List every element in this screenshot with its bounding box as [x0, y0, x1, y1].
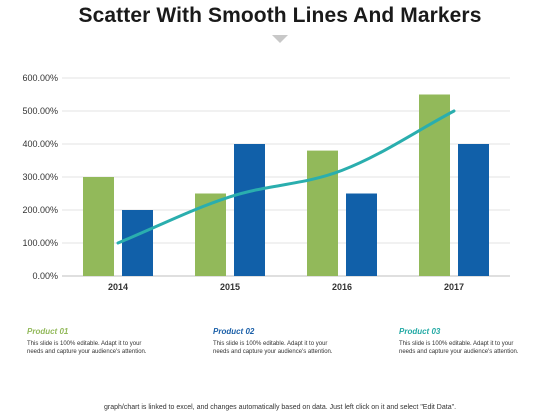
- product-card-3: Product 03 This slide is 100% editable. …: [399, 327, 549, 356]
- bar-series-1-2017[interactable]: [419, 94, 450, 277]
- bar-series-1-2015[interactable]: [195, 193, 226, 277]
- product-description-line: This slide is 100% editable. Adapt it to…: [399, 341, 514, 347]
- y-tick-label: 300.00%: [22, 172, 58, 182]
- product-card-1: Product 01 This slide is 100% editable. …: [27, 327, 177, 356]
- bar-series-2-2015[interactable]: [234, 144, 265, 276]
- product-title: Product 01: [27, 327, 69, 336]
- product-card-2: Product 02 This slide is 100% editable. …: [213, 327, 363, 356]
- y-tick-label: 100.00%: [22, 238, 58, 248]
- bar-series-2-2016[interactable]: [346, 193, 377, 277]
- y-tick-label: 200.00%: [22, 205, 58, 215]
- bar-series-1-2016[interactable]: [307, 150, 338, 276]
- y-tick-label: 400.00%: [22, 139, 58, 149]
- x-tick-label: 2015: [220, 282, 240, 292]
- chart-lines: [116, 109, 456, 245]
- bar-series-2-2017[interactable]: [458, 144, 489, 276]
- product-description-line: needs and capture your audience's attent…: [27, 349, 147, 355]
- x-tick-label: 2017: [444, 282, 464, 292]
- product-description-line: needs and capture your audience's attent…: [399, 349, 519, 355]
- y-tick-label: 500.00%: [22, 106, 58, 116]
- product-description-line: This slide is 100% editable. Adapt it to…: [213, 341, 328, 347]
- product-description-line: needs and capture your audience's attent…: [213, 349, 333, 355]
- product-description-line: This slide is 100% editable. Adapt it to…: [27, 341, 142, 347]
- line-series-1[interactable]: [116, 109, 456, 245]
- x-tick-label: 2014: [108, 282, 128, 292]
- y-tick-label: 600.00%: [22, 73, 58, 83]
- chart[interactable]: 0.00% 100.00% 200.00% 300.00% 400.00% 500.00%…: [0, 0, 560, 300]
- y-axis-ticks: 0.00% 100.00% 200.00% 300.00% 400.00% 500.00%…: [22, 73, 58, 281]
- footer-note: graph/chart is linked to excel, and chan…: [103, 404, 457, 411]
- x-tick-label: 2016: [332, 282, 352, 292]
- bar-series-2-2014[interactable]: [122, 210, 153, 276]
- y-tick-label: 0.00%: [32, 271, 58, 281]
- title-down-arrow-icon: [272, 35, 288, 43]
- product-title: Product 03: [399, 327, 441, 336]
- bar-series-1-2014[interactable]: [83, 177, 114, 276]
- chart-bars: [83, 94, 489, 277]
- product-title: Product 02: [213, 327, 255, 336]
- x-axis-ticks: 2014 2015 2016 2017: [108, 282, 464, 292]
- page-title: Scatter With Smooth Lines And Markers: [78, 4, 482, 27]
